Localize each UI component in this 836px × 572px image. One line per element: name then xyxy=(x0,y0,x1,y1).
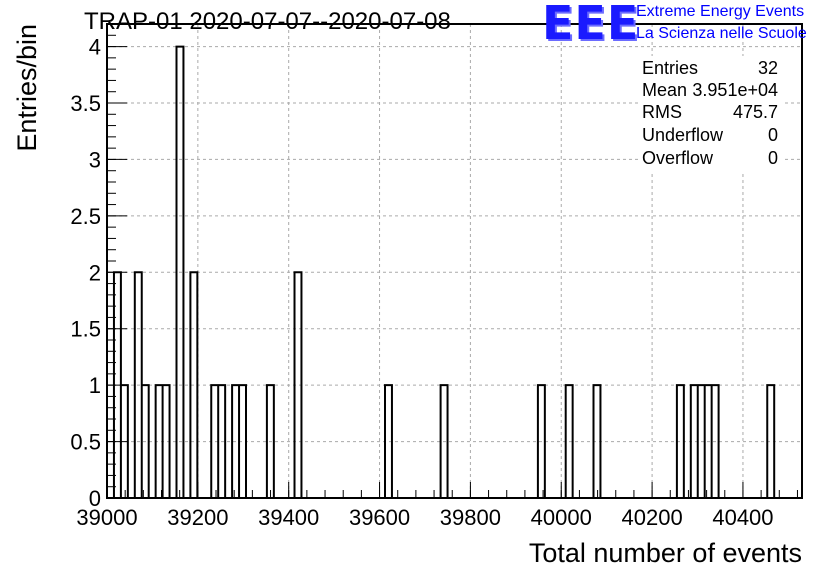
y-tick-label: 3 xyxy=(89,147,101,172)
y-tick-label: 0.5 xyxy=(70,430,101,455)
stat-value: 0 xyxy=(767,125,778,145)
logo-line-2: La Scienza nelle Scuole xyxy=(636,25,807,42)
stat-value: 475.7 xyxy=(732,102,778,122)
stat-row-underflow: Underflow 0 xyxy=(642,125,778,147)
plot-frame xyxy=(106,23,803,499)
stat-label: Entries xyxy=(642,58,699,78)
histogram-outline xyxy=(107,45,802,499)
stat-value: 3.951e+04 xyxy=(692,80,778,100)
x-axis-label: Total number of events xyxy=(529,538,802,568)
stat-label: Overflow xyxy=(642,148,714,168)
stat-label: Mean xyxy=(642,80,688,100)
logo-line-1: Extreme Energy Events xyxy=(636,3,805,20)
stat-label: Underflow xyxy=(642,125,724,145)
y-axis-label: Entries/bin xyxy=(12,24,42,152)
x-tick-label: 39800 xyxy=(440,505,501,530)
x-tick-label: 40000 xyxy=(531,505,592,530)
x-tick-label: 40400 xyxy=(712,505,773,530)
y-tick-label: 1 xyxy=(89,373,101,398)
y-tick-label: 4 xyxy=(89,35,101,60)
eee-logo: EEE xyxy=(542,0,640,50)
stat-value: 0 xyxy=(767,148,778,168)
stat-row-rms: RMS 475.7 xyxy=(642,102,778,124)
y-tick-label: 2 xyxy=(89,260,101,285)
x-tick-label: 39400 xyxy=(258,505,319,530)
stat-row-mean: Mean 3.951e+04 xyxy=(642,80,778,102)
y-tick-label: 3.5 xyxy=(70,91,101,116)
stat-value: 32 xyxy=(757,58,778,78)
y-tick-label: 1.5 xyxy=(70,317,101,342)
x-tick-label: 39200 xyxy=(167,505,228,530)
chart-title: TRAP-01 2020-07-07--2020-07-08 xyxy=(84,8,451,35)
stat-row-overflow: Overflow 0 xyxy=(642,148,778,170)
y-tick-label: 2.5 xyxy=(70,204,101,229)
x-tick-label: 40200 xyxy=(622,505,683,530)
x-tick-label: 39600 xyxy=(349,505,410,530)
stat-row-entries: Entries 32 xyxy=(642,58,778,80)
x-tick-label: 39000 xyxy=(76,505,137,530)
stat-label: RMS xyxy=(642,102,682,122)
y-tick-label: 0 xyxy=(89,486,101,511)
stats-box: Entries 32 Mean 3.951e+04 RMS 475.7 Unde… xyxy=(638,56,782,174)
